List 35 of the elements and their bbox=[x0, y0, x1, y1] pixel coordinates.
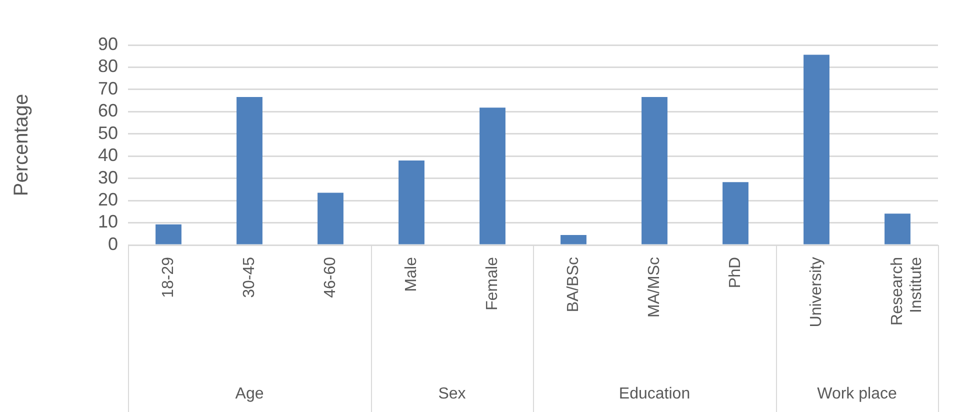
x-tick-label: University bbox=[808, 257, 825, 328]
x-tick-label: MA/MSc bbox=[646, 257, 663, 318]
x-tick-label: Research Institute bbox=[888, 256, 926, 326]
y-tick-label: 30 bbox=[98, 167, 118, 188]
bar bbox=[236, 97, 262, 244]
bar bbox=[560, 235, 586, 244]
bar bbox=[398, 160, 424, 244]
bar bbox=[884, 214, 910, 244]
y-tick-label: 40 bbox=[98, 145, 118, 166]
y-tick-label: 0 bbox=[108, 234, 118, 254]
bar bbox=[642, 97, 668, 244]
text: Work place bbox=[817, 385, 897, 402]
x-tick-label: Female bbox=[484, 256, 501, 310]
bar bbox=[804, 54, 830, 244]
bar bbox=[318, 192, 344, 244]
y-tick-label: 60 bbox=[98, 100, 118, 121]
bar bbox=[156, 224, 182, 244]
y-tick-label: 20 bbox=[98, 190, 118, 210]
y-axis-title: Percentage bbox=[10, 94, 33, 196]
y-tick-label: 80 bbox=[98, 56, 118, 76]
x-tick-label: PhD bbox=[726, 257, 744, 288]
text: Age bbox=[235, 385, 264, 402]
bar bbox=[480, 108, 506, 244]
x-tick-label: 30-45 bbox=[240, 256, 258, 298]
y-tick-label: 10 bbox=[98, 212, 118, 232]
y-tick-label: 90 bbox=[98, 34, 118, 54]
x-tick-label: BA/BSc bbox=[564, 257, 582, 312]
y-tick-label: 70 bbox=[98, 78, 118, 98]
x-tick-label: Male bbox=[402, 256, 420, 292]
text: Sex bbox=[438, 385, 466, 402]
y-tick-label: 50 bbox=[98, 122, 118, 143]
x-tick-label: 46-60 bbox=[322, 256, 339, 298]
text: Education bbox=[618, 385, 690, 402]
bar bbox=[722, 182, 748, 244]
x-tick-label: 18-29 bbox=[160, 256, 177, 298]
